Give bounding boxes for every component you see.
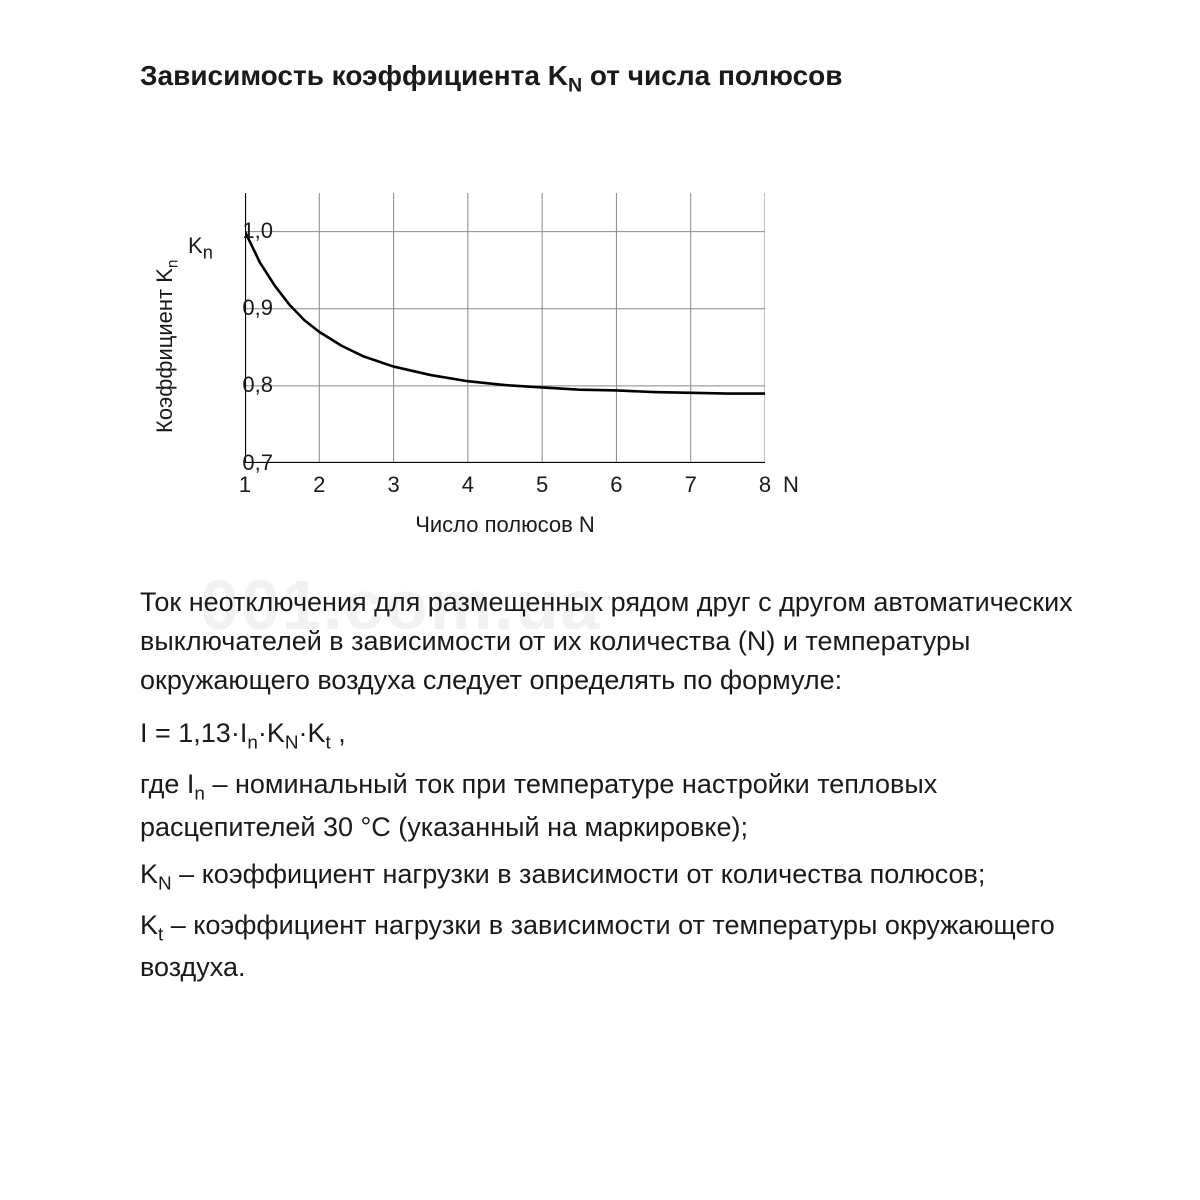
y-tick-label: 1,0 xyxy=(223,218,273,244)
x-tick-label: 5 xyxy=(536,472,548,498)
plot-area: Число полюсов N 1,00,90,80,712345678N xyxy=(245,193,765,463)
x-axis-end-label: N xyxy=(783,472,799,498)
x-tick-label: 6 xyxy=(610,472,622,498)
paragraph-2: где In – номинальный ток при температуре… xyxy=(140,765,1100,847)
x-tick-label: 4 xyxy=(462,472,474,498)
formula: I = 1,13·In·KN·Kt , xyxy=(140,714,1100,757)
kn-chart: Kn Коэффициент Kn Число полюсов N 1,00,9… xyxy=(210,153,850,493)
paragraph-4: Kt – коэффициент нагрузки в зависимости … xyxy=(140,906,1100,988)
x-axis-label: Число полюсов N xyxy=(415,512,595,538)
y-tick-label: 0,8 xyxy=(223,372,273,398)
paragraph-1: Ток неотключения для размещенных рядом д… xyxy=(140,583,1100,700)
description-text: Ток неотключения для размещенных рядом д… xyxy=(140,583,1100,988)
y-axis-label: Коэффициент Kn xyxy=(152,259,182,432)
y-tick-label: 0,9 xyxy=(223,295,273,321)
x-tick-label: 8 xyxy=(759,472,771,498)
y-axis-top-label: Kn xyxy=(188,233,213,263)
x-tick-label: 2 xyxy=(313,472,325,498)
chart-svg xyxy=(245,193,765,463)
paragraph-3: KN – коэффициент нагрузки в зависимости … xyxy=(140,855,1100,898)
page-title: Зависимость коэффициента KN от числа пол… xyxy=(140,60,1100,98)
x-tick-label: 1 xyxy=(239,472,251,498)
x-tick-label: 7 xyxy=(685,472,697,498)
x-tick-label: 3 xyxy=(387,472,399,498)
